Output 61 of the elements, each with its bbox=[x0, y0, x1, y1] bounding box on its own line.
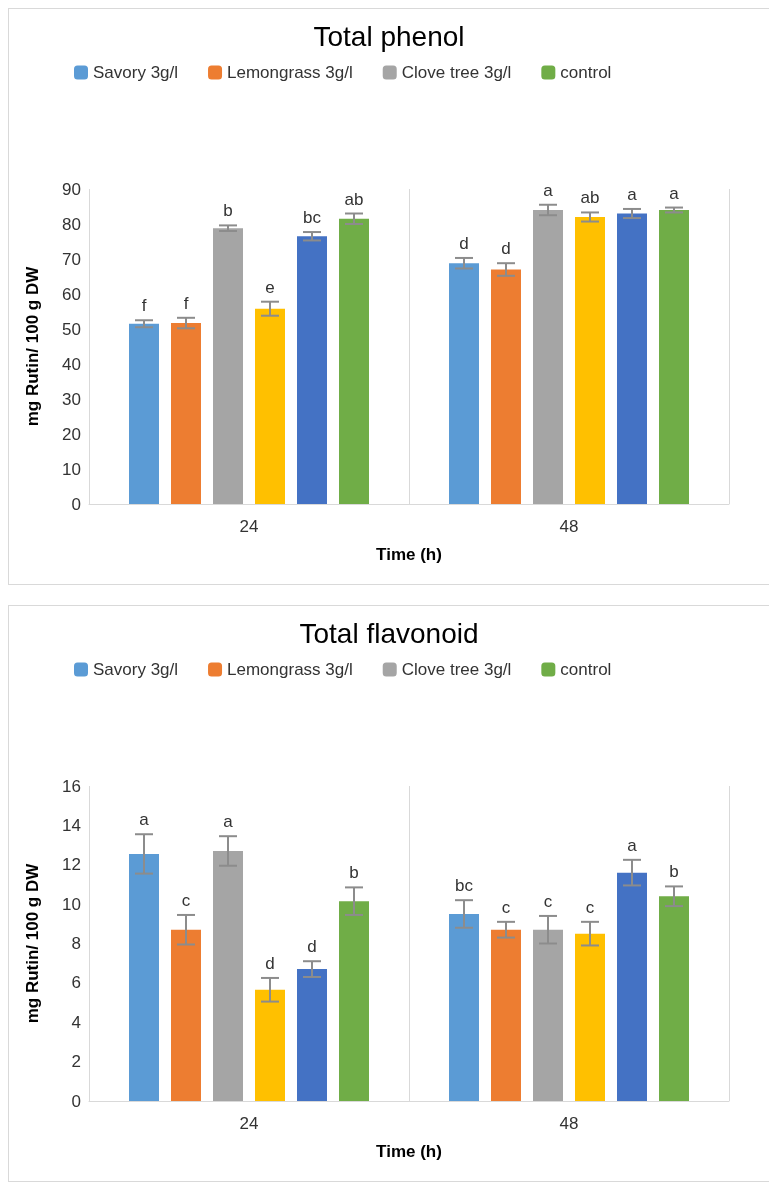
data-label: a bbox=[139, 810, 150, 830]
x-tick-label: 48 bbox=[559, 517, 579, 536]
data-label: a bbox=[627, 835, 638, 855]
y-tick-label: 0 bbox=[71, 1091, 81, 1111]
y-tick-label: 10 bbox=[62, 894, 81, 914]
data-label: ab bbox=[344, 189, 364, 209]
data-label: a bbox=[543, 180, 554, 200]
data-label: b bbox=[349, 863, 359, 883]
data-label: f bbox=[141, 296, 147, 316]
data-label: b bbox=[223, 201, 233, 221]
y-tick-label: 16 bbox=[62, 776, 81, 796]
legend-label: Clove tree 3g/l bbox=[401, 660, 512, 679]
legend-label: Savory 3g/l bbox=[93, 63, 179, 82]
x-tick-label: 48 bbox=[559, 1114, 579, 1133]
y-tick-label: 40 bbox=[62, 354, 81, 374]
legend-label: Lemongrass 3g/l bbox=[227, 660, 353, 679]
y-axis-title: mg Rutin/ 100 g DW bbox=[23, 265, 42, 427]
y-tick-label: 10 bbox=[62, 459, 81, 479]
legend-label: control bbox=[560, 63, 612, 82]
legend-label: Savory 3g/l bbox=[93, 660, 179, 679]
y-axis-title: mg Rutin/ 100 g DW bbox=[23, 862, 42, 1024]
y-tick-label: 12 bbox=[62, 855, 81, 875]
data-label: ab bbox=[580, 188, 600, 208]
data-label: e bbox=[265, 277, 275, 297]
y-tick-label: 70 bbox=[62, 249, 81, 269]
data-label: b bbox=[669, 862, 679, 882]
data-label: bc bbox=[455, 876, 474, 896]
y-tick-label: 30 bbox=[62, 389, 81, 409]
y-tick-label: 4 bbox=[71, 1012, 81, 1032]
y-tick-label: 90 bbox=[62, 179, 81, 199]
x-axis-title: Time (h) bbox=[376, 545, 442, 564]
data-label: c bbox=[543, 891, 553, 911]
y-tick-label: 80 bbox=[62, 214, 81, 234]
data-label: d bbox=[307, 937, 317, 957]
data-label: d bbox=[501, 239, 511, 259]
y-tick-label: 20 bbox=[62, 424, 81, 444]
y-tick-label: 0 bbox=[71, 494, 81, 514]
data-label: c bbox=[181, 890, 191, 910]
y-tick-label: 60 bbox=[62, 284, 81, 304]
y-tick-label: 50 bbox=[62, 319, 81, 339]
data-label: d bbox=[459, 233, 469, 253]
x-tick-label: 24 bbox=[239, 1114, 259, 1133]
data-label: bc bbox=[303, 208, 322, 228]
data-label: a bbox=[669, 183, 680, 203]
chart-title: Total phenol bbox=[313, 20, 465, 52]
data-label: f bbox=[183, 293, 189, 313]
chart-title: Total flavonoid bbox=[299, 617, 479, 649]
data-label: d bbox=[265, 953, 275, 973]
data-label: a bbox=[627, 184, 638, 204]
data-label: a bbox=[223, 812, 234, 832]
y-tick-label: 6 bbox=[71, 973, 81, 993]
legend-label: Lemongrass 3g/l bbox=[227, 63, 353, 82]
x-axis-title: Time (h) bbox=[376, 1142, 442, 1161]
y-tick-label: 2 bbox=[71, 1052, 81, 1072]
y-tick-label: 8 bbox=[71, 934, 81, 953]
x-tick-label: 24 bbox=[239, 517, 259, 536]
legend-label: Clove tree 3g/l bbox=[401, 63, 512, 82]
legend-label: control bbox=[560, 660, 612, 679]
y-tick-label: 14 bbox=[62, 815, 81, 835]
data-label: c bbox=[501, 897, 511, 917]
data-label: c bbox=[585, 897, 595, 917]
